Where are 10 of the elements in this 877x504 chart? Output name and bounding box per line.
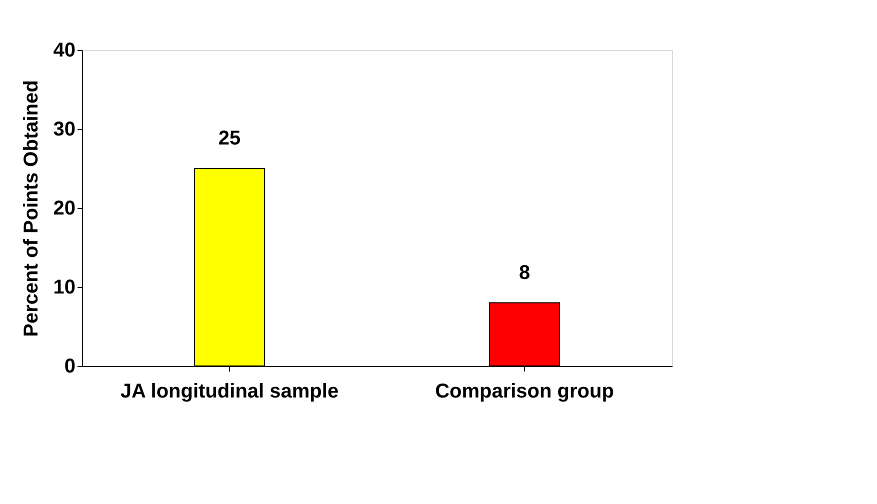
y-tick-label: 40	[53, 40, 76, 62]
data-label: 8	[518, 262, 530, 284]
x-tick-label: JA longitudinal sample	[120, 380, 339, 402]
data-label: 25	[218, 128, 241, 150]
y-tick-label: 0	[64, 356, 76, 378]
y-tick-label: 10	[53, 276, 76, 298]
y-axis-title: Percent of Points Obtained	[20, 80, 42, 337]
y-tick-label: 30	[53, 118, 76, 140]
y-tick-label: 20	[53, 198, 76, 220]
x-tick-label: Comparison group	[435, 380, 614, 402]
